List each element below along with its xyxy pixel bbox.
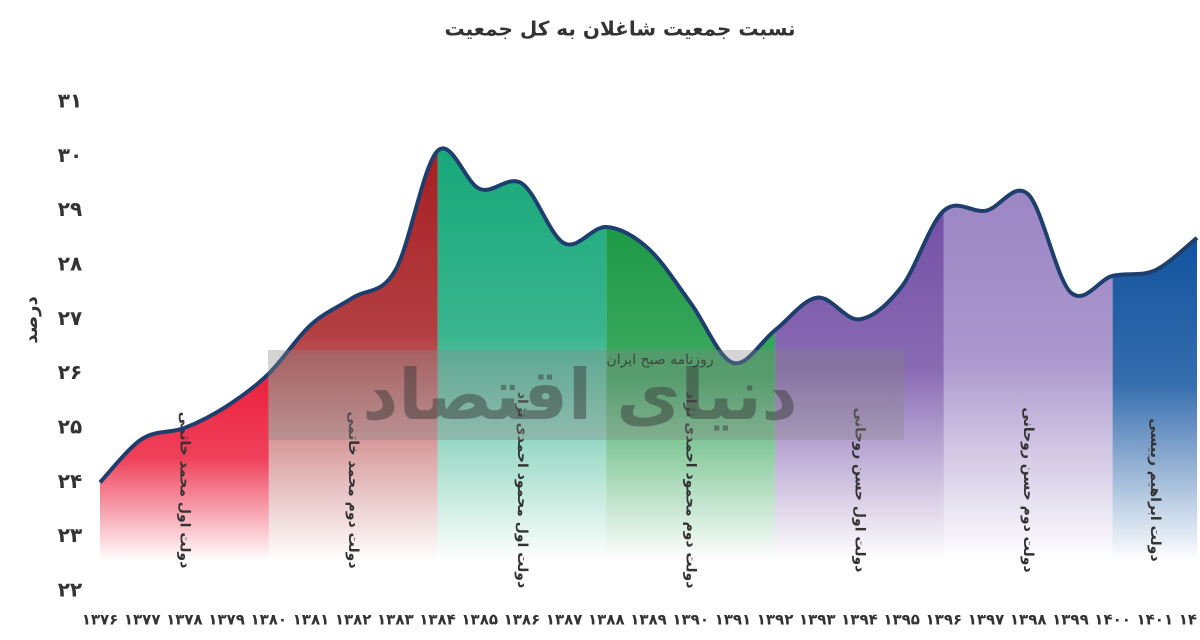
period-label: دولت دوم محمود احمدی نژاد bbox=[683, 392, 699, 589]
watermark: دنیای اقتصاد bbox=[362, 354, 797, 436]
x-tick-label: ۱۳۹۶ bbox=[926, 611, 963, 629]
y-tick-label: ۲۶ bbox=[58, 360, 82, 384]
period-label: دولت دوم محمد خاتمی bbox=[345, 411, 361, 568]
period-label: دولت دوم حسن روحانی bbox=[1020, 407, 1036, 572]
x-tick-label: ۱۳۷۶ bbox=[82, 611, 119, 629]
x-tick-label: ۱۳۷۷ bbox=[124, 611, 161, 629]
x-tick-label: ۱۴۰۱ bbox=[1136, 611, 1173, 629]
x-tick-label: ۱۳۹۴ bbox=[841, 611, 878, 629]
x-tick-label: ۱۳۸۸ bbox=[588, 611, 625, 629]
period-area bbox=[437, 148, 607, 561]
watermark: روزنامه صبح ایران bbox=[606, 352, 713, 368]
x-tick-label: ۱۳۷۸ bbox=[166, 611, 203, 629]
watermark-band bbox=[268, 350, 904, 440]
x-tick-label: ۱۳۷۹ bbox=[208, 611, 245, 629]
x-tick-label: ۱۳۸۶ bbox=[504, 611, 541, 629]
y-axis-title: درصد bbox=[21, 296, 42, 343]
y-tick-label: ۲۹ bbox=[58, 197, 82, 221]
x-tick-label: ۱۳۹۱ bbox=[715, 611, 752, 629]
x-tick-label: ۱۳۹۰ bbox=[672, 611, 709, 629]
period-label: دولت اول محمود احمدی نژاد bbox=[514, 392, 530, 588]
x-tick-label: ۱۳۹۸ bbox=[1010, 611, 1047, 629]
y-tick-label: ۳۰ bbox=[58, 143, 82, 167]
x-tick-label: ۱۳۸۱ bbox=[293, 611, 330, 629]
period-area bbox=[943, 190, 1113, 561]
y-tick-label: ۲۲ bbox=[58, 578, 82, 602]
y-tick-label: ۲۴ bbox=[58, 469, 82, 493]
x-tick-label: ۱۳۸۵ bbox=[461, 611, 498, 629]
y-tick-label: ۲۸ bbox=[58, 252, 82, 276]
period-area bbox=[606, 226, 776, 561]
y-tick-label: ۲۷ bbox=[58, 306, 82, 330]
x-tick-label: ۱۳۹۲ bbox=[757, 611, 794, 629]
x-tick-label: ۱۳۹۳ bbox=[799, 611, 836, 629]
period-area bbox=[100, 373, 269, 561]
chart-title: نسبت جمعیت شاغلان به کل جمعیت bbox=[444, 17, 795, 41]
x-tick-label: ۱۳۸۰ bbox=[250, 611, 287, 629]
y-tick-label: ۲۵ bbox=[58, 415, 82, 439]
x-tick-label: ۱۳۸۲ bbox=[335, 611, 372, 629]
x-tick-label: ۱۴۰۰ bbox=[1094, 611, 1131, 629]
x-tick-label: ۱۳۸۴ bbox=[419, 611, 456, 629]
period-area bbox=[268, 150, 438, 561]
x-tick-label: ۱۳۸۹ bbox=[630, 611, 667, 629]
period-label: دولت ابراهیم رییسی bbox=[1147, 418, 1163, 561]
x-tick-label: ۱۳۹۵ bbox=[883, 611, 920, 629]
x-tick-label: ۱۴۰۲ bbox=[1179, 611, 1200, 629]
y-tick-label: ۳۱ bbox=[58, 89, 82, 113]
period-label: دولت اول محمد خاتمی bbox=[176, 412, 192, 569]
x-tick-label: ۱۳۹۷ bbox=[968, 611, 1005, 629]
period-label: دولت اول حسن روحانی bbox=[851, 408, 867, 573]
x-tick-label: ۱۳۹۹ bbox=[1052, 611, 1089, 629]
line bbox=[98, 146, 1199, 484]
x-tick-label: ۱۳۸۷ bbox=[546, 611, 583, 629]
y-tick-label: ۲۳ bbox=[58, 523, 82, 547]
x-tick-label: ۱۳۸۳ bbox=[377, 611, 414, 629]
period-area bbox=[1112, 237, 1197, 562]
